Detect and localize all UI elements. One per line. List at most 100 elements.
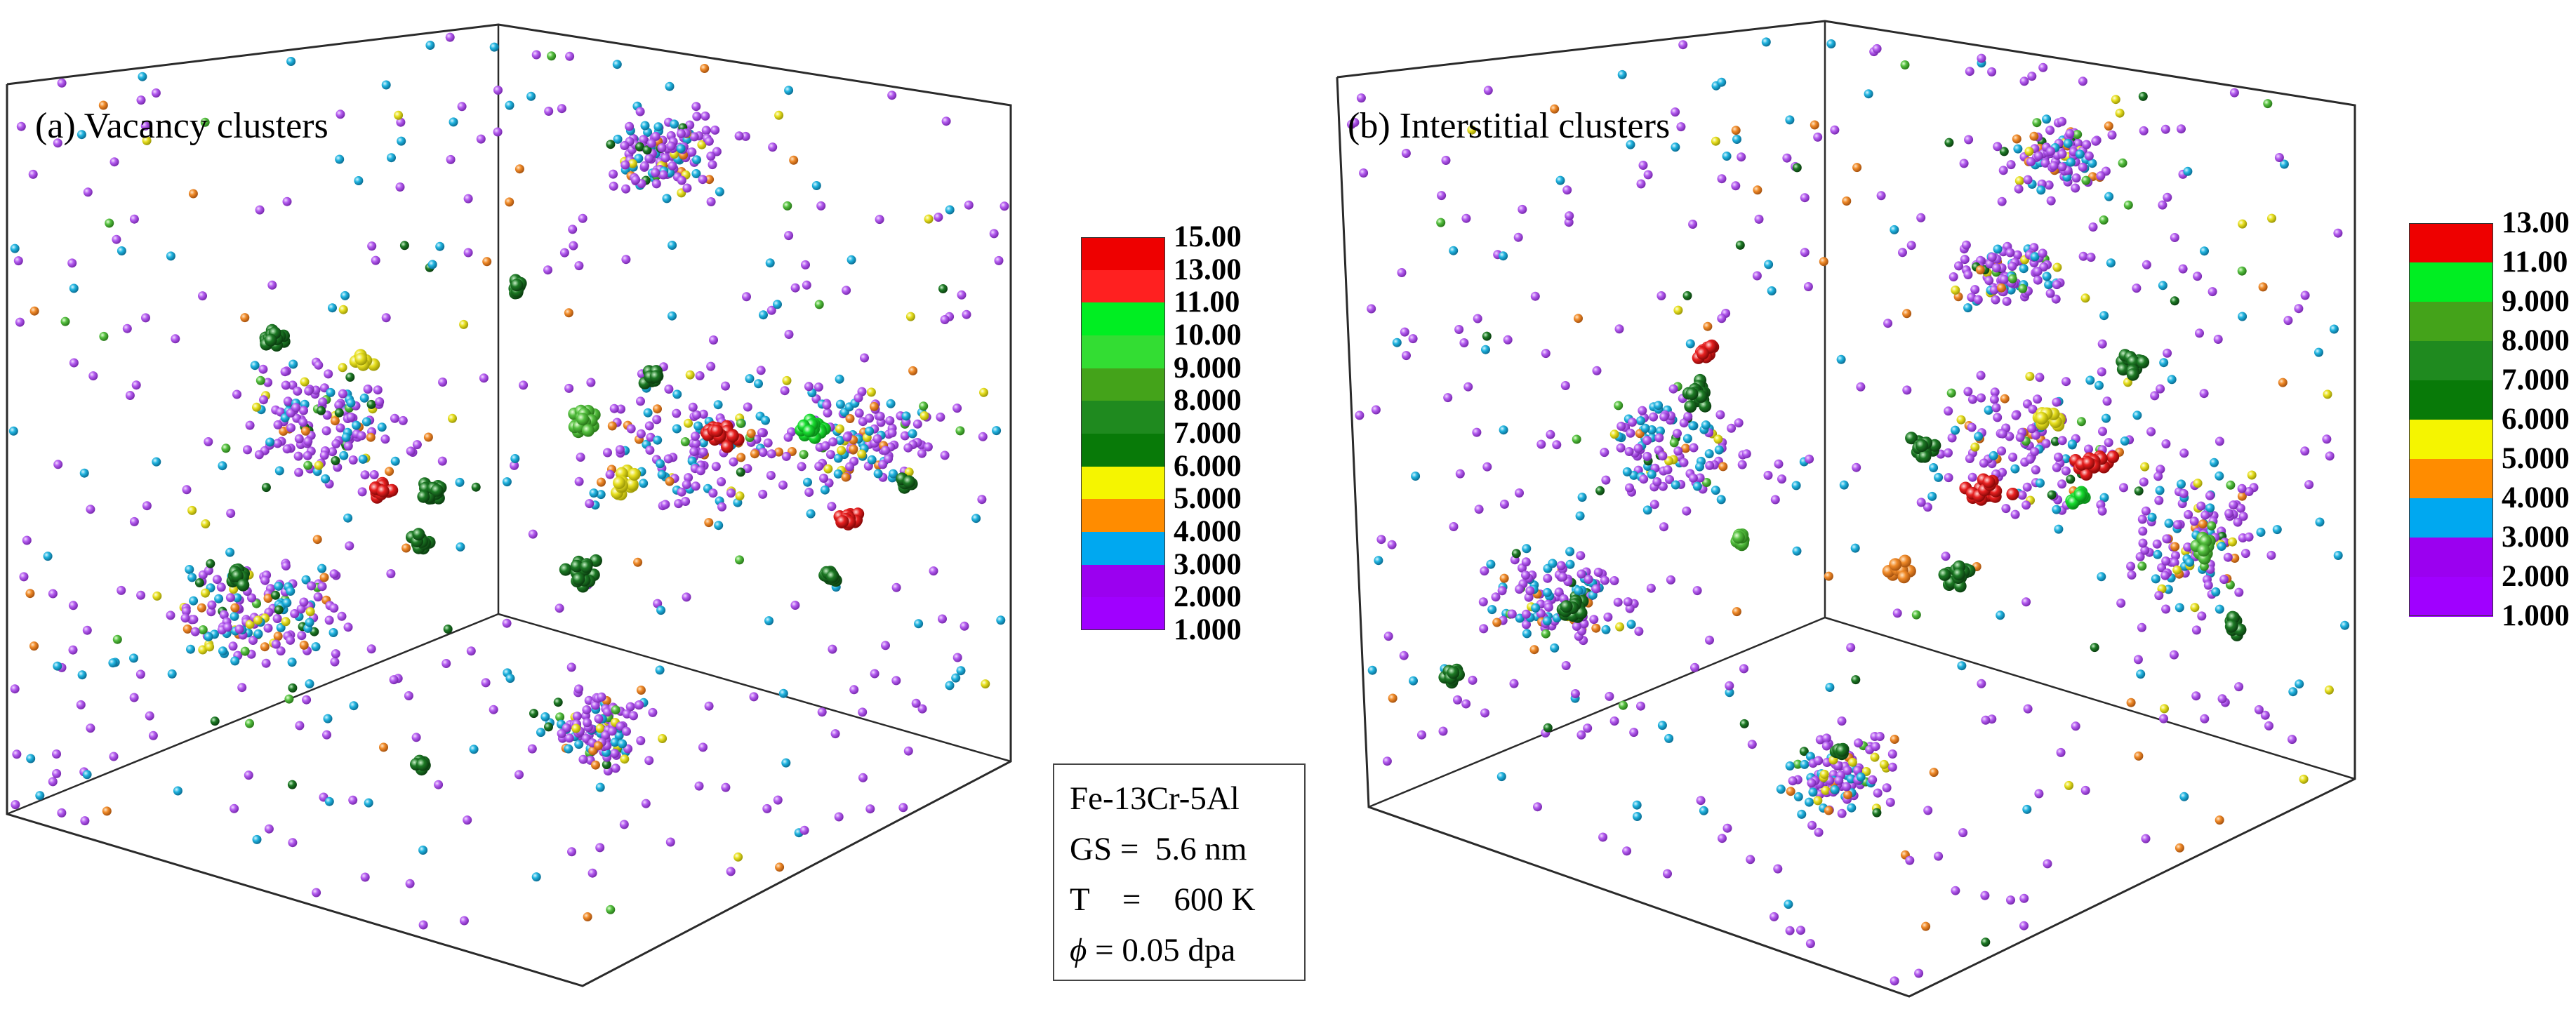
cluster-sphere xyxy=(263,623,273,633)
cluster-sphere xyxy=(865,426,875,436)
cluster-sphere xyxy=(2193,479,2203,488)
cluster-sphere xyxy=(364,798,373,808)
cluster-sphere xyxy=(1704,449,1714,459)
cluster-sphere xyxy=(16,121,26,131)
cluster-sphere xyxy=(705,175,715,185)
cluster-sphere xyxy=(204,632,213,641)
cluster-sphere xyxy=(404,691,413,700)
cluster-sphere xyxy=(188,189,198,199)
cluster-sphere xyxy=(57,808,67,818)
cluster-sphere xyxy=(1574,314,1583,323)
cluster-sphere xyxy=(559,563,572,576)
cluster-sphere xyxy=(919,411,929,420)
cluster-sphere xyxy=(693,421,703,431)
cluster-sphere xyxy=(1711,486,1720,495)
colorbar-segment xyxy=(2409,538,2493,578)
cluster-sphere xyxy=(1732,607,1741,617)
cluster-sphere xyxy=(819,474,828,483)
cluster-sphere xyxy=(1402,351,1411,361)
cluster-sphere xyxy=(1923,502,1932,512)
cluster-sphere xyxy=(1934,472,1944,482)
cluster-sphere xyxy=(2177,124,2186,134)
cluster-sphere xyxy=(430,483,444,497)
cluster-sphere xyxy=(1713,434,1723,444)
cluster-sphere xyxy=(710,425,724,437)
cluster-sphere xyxy=(379,742,388,752)
cluster-sphere xyxy=(2120,436,2130,446)
cluster-sphere xyxy=(99,331,109,341)
cluster-sphere xyxy=(250,361,260,371)
cluster-sphere xyxy=(411,733,421,742)
cluster-sphere xyxy=(1513,232,1523,242)
cluster-sphere xyxy=(2133,655,2143,665)
cluster-sphere xyxy=(596,490,606,500)
cluster-sphere xyxy=(455,477,465,487)
cluster-sphere xyxy=(280,367,290,377)
cluster-sphere xyxy=(2006,895,2015,905)
cluster-sphere xyxy=(919,401,929,411)
colorbar-segment xyxy=(2409,262,2493,302)
cluster-sphere xyxy=(2012,134,2021,144)
cluster-sphere xyxy=(1572,622,1581,631)
cluster-sphere xyxy=(152,591,162,601)
cluster-sphere xyxy=(476,134,486,144)
cluster-sphere xyxy=(1548,559,1558,568)
cluster-sphere xyxy=(1579,619,1589,629)
cluster-sphere xyxy=(881,641,890,651)
cluster-sphere xyxy=(1842,782,1852,792)
cluster-sphere xyxy=(657,469,667,479)
cluster-sphere xyxy=(576,413,590,426)
cluster-sphere xyxy=(595,843,605,853)
cluster-sphere xyxy=(2217,542,2226,551)
cluster-sphere xyxy=(576,453,585,462)
cluster-sphere xyxy=(1642,505,1652,515)
cluster-sphere xyxy=(2153,472,2163,481)
cluster-sphere xyxy=(1964,135,1974,145)
cluster-sphere xyxy=(945,205,955,215)
cluster-sphere xyxy=(849,444,858,454)
cluster-sphere xyxy=(377,422,387,432)
cluster-sphere xyxy=(2001,504,2011,514)
cluster-sphere xyxy=(609,181,618,191)
cluster-sphere xyxy=(1487,605,1497,615)
cluster-sphere xyxy=(435,241,445,251)
cluster-sphere xyxy=(1870,752,1880,762)
cluster-sphere xyxy=(319,451,329,460)
cluster-sphere xyxy=(639,479,649,488)
cluster-sphere xyxy=(743,402,752,412)
cluster-sphere xyxy=(261,483,271,493)
cluster-sphere xyxy=(1984,276,1994,286)
cluster-sphere xyxy=(102,806,112,816)
cluster-sphere xyxy=(1793,792,1803,801)
cluster-sphere xyxy=(622,726,631,736)
cluster-sphere xyxy=(510,460,519,470)
cluster-sphere xyxy=(1625,483,1634,493)
cluster-sphere xyxy=(1632,800,1642,810)
cluster-sphere xyxy=(1554,587,1564,597)
cluster-sphere xyxy=(887,428,897,438)
cluster-sphere xyxy=(620,754,630,764)
cluster-sphere xyxy=(2028,404,2038,414)
cluster-sphere xyxy=(261,658,271,668)
cluster-sphere xyxy=(692,112,702,121)
cluster-sphere xyxy=(1732,135,1741,144)
cluster-sphere xyxy=(2147,512,2157,522)
dose-value: = 0.05 dpa xyxy=(1087,932,1236,968)
cluster-sphere xyxy=(293,386,303,396)
cluster-sphere xyxy=(360,872,370,882)
cluster-sphere xyxy=(2132,411,2142,420)
cluster-sphere xyxy=(1614,401,1624,411)
cluster-sphere xyxy=(2184,509,2193,519)
cluster-sphere xyxy=(611,763,620,773)
cluster-sphere xyxy=(668,161,677,171)
cluster-sphere xyxy=(297,631,307,641)
cluster-sphere xyxy=(1392,338,1402,347)
cluster-sphere xyxy=(387,153,396,163)
cluster-sphere xyxy=(1951,886,1960,895)
cluster-sphere xyxy=(1589,615,1599,625)
cluster-sphere xyxy=(1598,832,1608,842)
cluster-sphere xyxy=(1960,255,1970,265)
cluster-sphere xyxy=(1541,349,1551,359)
cluster-sphere xyxy=(2019,264,2029,274)
cluster-sphere xyxy=(1993,244,2003,254)
